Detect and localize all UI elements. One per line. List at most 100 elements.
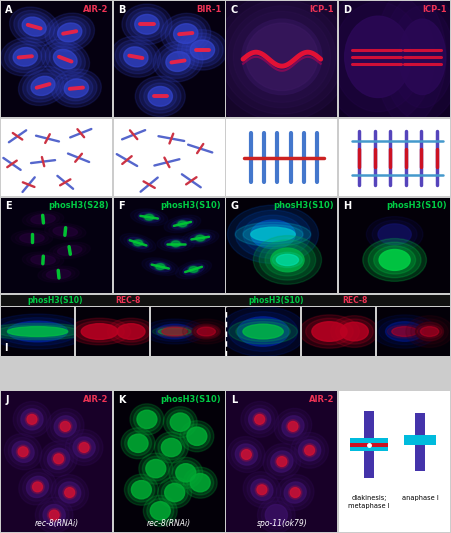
Ellipse shape [231, 440, 261, 469]
Ellipse shape [341, 322, 368, 341]
Ellipse shape [233, 11, 331, 102]
Ellipse shape [180, 421, 214, 452]
Ellipse shape [27, 415, 37, 424]
Ellipse shape [27, 477, 49, 497]
Text: K: K [118, 395, 125, 406]
Ellipse shape [135, 76, 185, 117]
Ellipse shape [333, 2, 423, 112]
Ellipse shape [45, 13, 95, 52]
Text: spo-11(ok79): spo-11(ok79) [257, 519, 307, 528]
Ellipse shape [284, 482, 306, 503]
Ellipse shape [242, 19, 322, 94]
Ellipse shape [148, 86, 172, 106]
Text: L: L [231, 395, 237, 406]
Ellipse shape [22, 17, 46, 36]
Ellipse shape [246, 23, 318, 91]
Ellipse shape [383, 0, 451, 121]
Ellipse shape [188, 265, 199, 273]
Ellipse shape [289, 486, 302, 499]
Ellipse shape [49, 17, 90, 49]
Ellipse shape [150, 502, 170, 520]
Ellipse shape [27, 254, 60, 266]
Ellipse shape [176, 220, 189, 228]
Ellipse shape [372, 220, 417, 248]
Ellipse shape [156, 264, 165, 270]
Ellipse shape [182, 230, 219, 247]
Text: AIR-2: AIR-2 [83, 395, 109, 405]
Ellipse shape [241, 450, 251, 459]
Ellipse shape [310, 0, 446, 140]
Ellipse shape [64, 79, 88, 98]
Text: G: G [231, 201, 239, 211]
Ellipse shape [221, 0, 343, 114]
Ellipse shape [146, 260, 175, 273]
Ellipse shape [134, 211, 164, 224]
Ellipse shape [120, 233, 156, 252]
Ellipse shape [154, 432, 189, 463]
Text: BIR-1: BIR-1 [196, 5, 221, 13]
Ellipse shape [179, 262, 208, 277]
Ellipse shape [18, 66, 68, 106]
Ellipse shape [13, 401, 51, 437]
Ellipse shape [132, 239, 144, 247]
Ellipse shape [372, 315, 437, 348]
Ellipse shape [161, 438, 181, 457]
Text: D: D [344, 5, 352, 14]
Ellipse shape [165, 239, 187, 248]
Text: AIR-2: AIR-2 [308, 395, 334, 405]
Ellipse shape [153, 41, 203, 82]
Ellipse shape [169, 457, 203, 488]
Ellipse shape [197, 327, 216, 336]
Ellipse shape [175, 260, 212, 279]
Ellipse shape [60, 422, 70, 431]
Ellipse shape [306, 318, 353, 345]
Ellipse shape [51, 412, 80, 441]
Ellipse shape [165, 17, 207, 51]
Ellipse shape [265, 244, 310, 276]
Ellipse shape [135, 14, 159, 34]
Ellipse shape [154, 263, 166, 270]
Ellipse shape [322, 0, 435, 126]
Ellipse shape [267, 447, 297, 476]
Ellipse shape [49, 242, 90, 259]
Ellipse shape [275, 455, 289, 468]
Ellipse shape [39, 501, 69, 529]
Text: H: H [344, 201, 352, 211]
FancyBboxPatch shape [404, 434, 436, 445]
Ellipse shape [81, 324, 118, 340]
Ellipse shape [51, 474, 88, 511]
Ellipse shape [276, 254, 299, 265]
Ellipse shape [69, 318, 131, 345]
Ellipse shape [228, 437, 265, 473]
FancyBboxPatch shape [350, 438, 388, 451]
FancyBboxPatch shape [415, 413, 425, 471]
Ellipse shape [162, 327, 188, 336]
Ellipse shape [44, 445, 74, 473]
Ellipse shape [406, 316, 451, 348]
Ellipse shape [166, 52, 190, 71]
Ellipse shape [54, 454, 64, 464]
Ellipse shape [392, 327, 418, 336]
Ellipse shape [299, 315, 359, 348]
Ellipse shape [157, 45, 199, 78]
Ellipse shape [183, 467, 217, 498]
Ellipse shape [133, 240, 143, 246]
Ellipse shape [51, 69, 101, 107]
Text: diakinesis;
metaphase I: diakinesis; metaphase I [348, 495, 390, 509]
Ellipse shape [189, 266, 198, 272]
Ellipse shape [137, 410, 157, 429]
Ellipse shape [139, 79, 181, 113]
Ellipse shape [158, 435, 185, 460]
Ellipse shape [176, 464, 196, 482]
Ellipse shape [126, 7, 168, 41]
Ellipse shape [143, 319, 206, 344]
Ellipse shape [41, 39, 90, 79]
Ellipse shape [45, 43, 85, 76]
Ellipse shape [15, 232, 48, 245]
Ellipse shape [120, 43, 152, 70]
Ellipse shape [115, 40, 156, 74]
Ellipse shape [21, 409, 43, 430]
Ellipse shape [0, 38, 50, 76]
Ellipse shape [23, 473, 52, 501]
Ellipse shape [220, 306, 307, 357]
